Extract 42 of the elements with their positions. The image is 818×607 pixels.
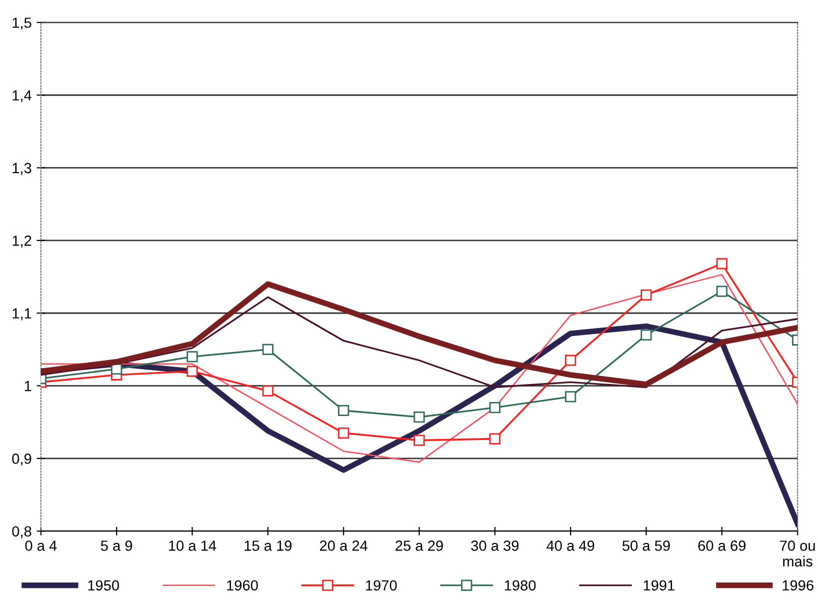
- legend-label: 1970: [366, 580, 397, 591]
- y-tick-label: 1,3: [12, 162, 32, 175]
- x-tick-label: 0 a 4: [25, 540, 57, 551]
- x-tick-label: 40 a 49: [546, 540, 594, 551]
- x-tick-label: 70 ou mais: [780, 540, 815, 567]
- x-tick-label: 50 a 59: [622, 540, 670, 551]
- x-tick-label: 5 a 9: [100, 540, 132, 551]
- point: [186, 351, 198, 362]
- legend-label: 1980: [504, 580, 536, 591]
- legend-label: 1991: [644, 580, 674, 591]
- y-tick-label: 1,4: [12, 90, 32, 102]
- x-tick-label: 10 a 14: [169, 540, 216, 551]
- point: [489, 433, 500, 444]
- x-tick-label: 15 a 19: [244, 540, 292, 551]
- point: [262, 344, 274, 356]
- line-series: [40, 274, 798, 463]
- point: [338, 404, 350, 416]
- point: [414, 434, 425, 446]
- x-tick-label: 20 a 24: [320, 540, 368, 551]
- y-tick-label: 1,2: [12, 236, 32, 248]
- point: [640, 329, 652, 340]
- x-tick-label: 25 a 29: [396, 540, 443, 551]
- legend-label: 1950: [88, 580, 119, 591]
- point: [338, 427, 350, 439]
- y-tick-label: 1: [24, 381, 32, 392]
- x-tick-label: 30 a 39: [471, 540, 519, 551]
- legend-label: 1960: [227, 580, 258, 591]
- point: [262, 385, 274, 396]
- point: [414, 411, 425, 423]
- y-tick-label: 0,9: [12, 454, 32, 466]
- legend-label: 1996: [782, 580, 814, 591]
- y-tick-label: 1,5: [12, 18, 32, 30]
- point: [489, 402, 500, 414]
- point: [565, 354, 576, 366]
- point: [640, 289, 652, 301]
- point: [716, 258, 728, 270]
- y-tick-label: 1,1: [12, 308, 32, 320]
- point: [565, 391, 576, 402]
- y-tick-label: 0,8: [12, 526, 32, 538]
- point: [186, 366, 198, 377]
- point: [716, 286, 728, 297]
- x-tick-label: 60 a 69: [698, 540, 746, 551]
